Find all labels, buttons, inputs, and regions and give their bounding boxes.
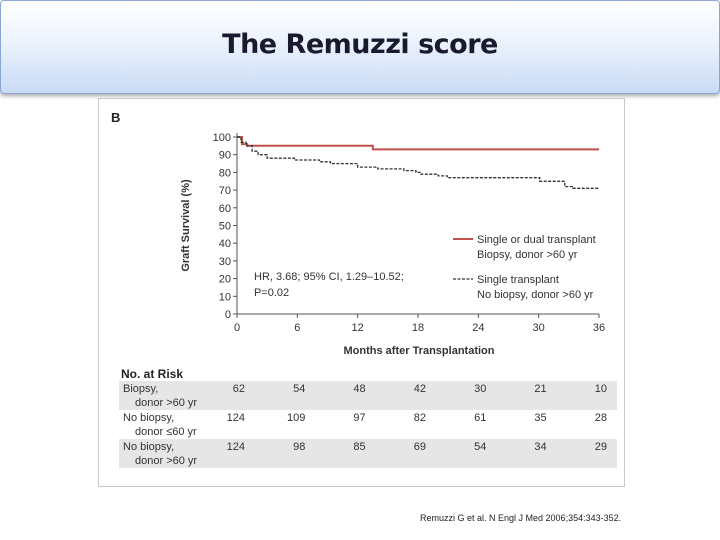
x-tick-label: 0 bbox=[234, 322, 240, 334]
panel-label: B bbox=[111, 110, 120, 125]
survival-figure: B 0 10 20 30 40 50 60 70 80 90 100 0 6 12 18 24 30 36 Graft… bbox=[98, 98, 625, 487]
x-axis-label: Months after Transplantation bbox=[344, 345, 495, 357]
y-tick-label: 60 bbox=[219, 203, 231, 215]
risk-value: 62 bbox=[233, 383, 245, 395]
hr-annotation: P=0.02 bbox=[254, 287, 289, 299]
risk-row-label: Biopsy, bbox=[123, 383, 158, 395]
risk-row-label: No biopsy, bbox=[123, 441, 174, 453]
x-tick-label: 12 bbox=[352, 322, 364, 334]
risk-row-label: donor >60 yr bbox=[135, 455, 197, 467]
y-tick-label: 80 bbox=[219, 167, 231, 179]
risk-value: 124 bbox=[227, 412, 245, 424]
risk-value: 124 bbox=[227, 441, 245, 453]
risk-value: 54 bbox=[293, 383, 305, 395]
legend-label: Single transplant bbox=[477, 274, 559, 286]
y-tick-label: 20 bbox=[219, 274, 231, 286]
citation: Remuzzi G et al. N Engl J Med 2006;354:3… bbox=[420, 513, 622, 523]
risk-value: 42 bbox=[414, 383, 426, 395]
legend-label: Biopsy, donor >60 yr bbox=[477, 249, 578, 261]
y-tick-label: 40 bbox=[219, 238, 231, 250]
risk-value: 98 bbox=[293, 441, 305, 453]
y-tick-label: 90 bbox=[219, 150, 231, 162]
y-tick-label: 100 bbox=[213, 132, 231, 144]
x-tick-label: 18 bbox=[412, 322, 424, 334]
series-line-1 bbox=[237, 136, 599, 151]
risk-value: 69 bbox=[414, 441, 426, 453]
hr-annotation: HR, 3.68; 95% CI, 1.29–10.52; bbox=[254, 271, 404, 283]
x-tick-label: 36 bbox=[593, 322, 605, 334]
y-tick-label: 50 bbox=[219, 221, 231, 233]
risk-row-label: donor >60 yr bbox=[135, 397, 197, 409]
risk-value: 85 bbox=[353, 441, 365, 453]
risk-value: 21 bbox=[534, 383, 546, 395]
survival-chart: B 0 10 20 30 40 50 60 70 80 90 100 0 6 12 18 24 30 36 Graft… bbox=[111, 110, 617, 468]
risk-value: 35 bbox=[534, 412, 546, 424]
risk-value: 30 bbox=[474, 383, 486, 395]
y-axis-label: Graft Survival (%) bbox=[180, 179, 192, 272]
risk-value: 61 bbox=[474, 412, 486, 424]
y-tick-label: 30 bbox=[219, 256, 231, 268]
risk-value: 48 bbox=[353, 383, 365, 395]
risk-value: 10 bbox=[595, 383, 607, 395]
slide-title: The Remuzzi score bbox=[222, 29, 498, 60]
risk-value: 109 bbox=[287, 412, 305, 424]
legend-label: Single or dual transplant bbox=[477, 234, 596, 246]
y-tick-label: 70 bbox=[219, 185, 231, 197]
x-tick-label: 24 bbox=[472, 322, 484, 334]
risk-row-band bbox=[119, 439, 617, 468]
risk-row-label: No biopsy, bbox=[123, 412, 174, 424]
risk-value: 97 bbox=[353, 412, 365, 424]
risk-value: 34 bbox=[534, 441, 546, 453]
risk-value: 29 bbox=[595, 441, 607, 453]
x-tick-label: 30 bbox=[533, 322, 545, 334]
risk-row-label: donor ≤60 yr bbox=[135, 426, 197, 438]
risk-row-band bbox=[119, 381, 617, 410]
title-banner: The Remuzzi score bbox=[0, 0, 720, 94]
y-tick-label: 10 bbox=[219, 291, 231, 303]
x-tick-label: 6 bbox=[294, 322, 300, 334]
y-tick-label: 0 bbox=[225, 309, 231, 321]
risk-value: 28 bbox=[595, 412, 607, 424]
legend-label: No biopsy, donor >60 yr bbox=[477, 289, 594, 301]
risk-table-title: No. at Risk bbox=[121, 367, 183, 381]
series-line-2 bbox=[237, 136, 599, 189]
risk-value: 82 bbox=[414, 412, 426, 424]
risk-value: 54 bbox=[474, 441, 486, 453]
